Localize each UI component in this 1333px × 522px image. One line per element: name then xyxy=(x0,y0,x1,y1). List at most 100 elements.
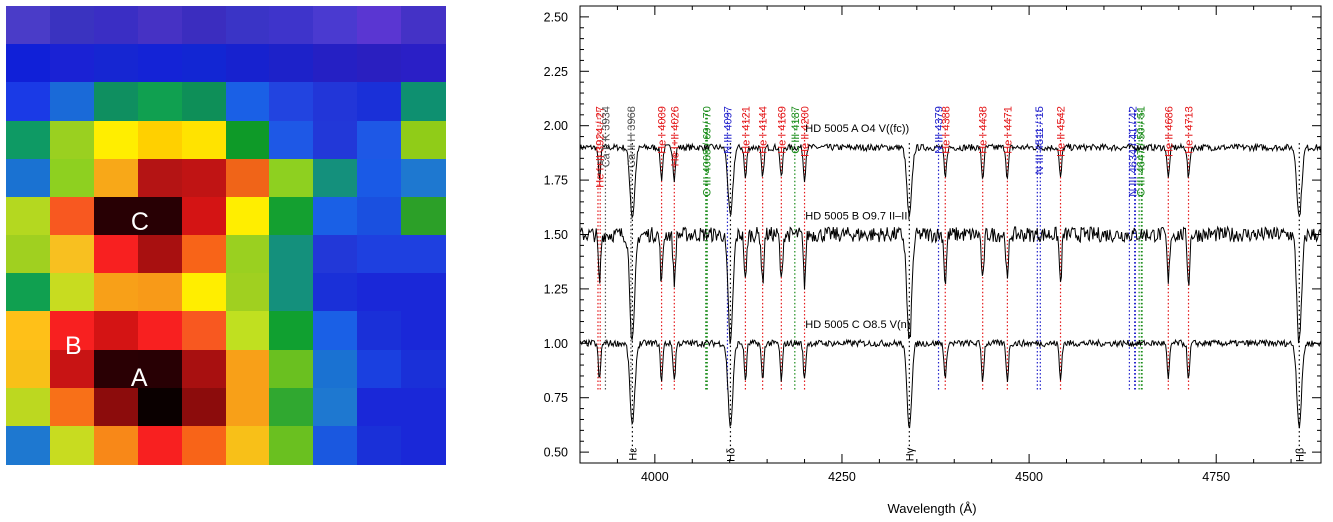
image-pixel xyxy=(225,387,271,427)
image-pixel xyxy=(93,311,139,351)
image-pixel xyxy=(49,44,95,84)
line-id-label: N III 4379 xyxy=(934,106,946,154)
image-pixel xyxy=(357,196,403,236)
image-pixel xyxy=(93,158,139,198)
image-pixel xyxy=(269,6,315,45)
image-pixel xyxy=(313,273,359,313)
image-pixel xyxy=(6,6,51,45)
image-pixel xyxy=(269,196,315,236)
image-pixel xyxy=(93,425,139,465)
image-pixel xyxy=(181,6,227,45)
image-pixel xyxy=(6,158,51,198)
image-pixel xyxy=(313,6,359,45)
y-tick-label: 1.25 xyxy=(544,282,568,296)
image-pixel xyxy=(357,273,403,313)
image-pixel xyxy=(6,120,51,160)
image-pixel xyxy=(181,82,227,122)
image-pixel xyxy=(313,349,359,389)
x-tick-label: 4000 xyxy=(641,470,669,484)
line-id-label: He I 4713 xyxy=(1184,106,1196,154)
image-pixel xyxy=(49,158,95,198)
star-label-a: A xyxy=(130,364,148,393)
image-pixel xyxy=(137,235,183,274)
image-pixel xyxy=(6,82,51,122)
image-pixel xyxy=(269,44,315,84)
image-pixel xyxy=(313,235,359,274)
image-pixel xyxy=(6,196,51,236)
balmer-label: Hβ xyxy=(1294,448,1306,462)
image-pixel xyxy=(225,82,271,122)
line-id-label: He I+II 3924 / 27 xyxy=(594,106,606,188)
image-pixel xyxy=(269,349,315,389)
image-pixel xyxy=(49,196,95,236)
image-pixel xyxy=(357,158,403,198)
image-pixel xyxy=(357,120,403,160)
line-id-label: He I 4009 xyxy=(657,106,669,154)
line-id-label: He II 4200 xyxy=(800,106,812,157)
image-pixel xyxy=(225,235,271,274)
line-id-label: He I+II 4026 xyxy=(669,106,681,166)
image-pixel xyxy=(137,6,183,45)
line-id-label: N III 4511 / 15 xyxy=(1034,106,1046,174)
spectrum-name: HD 5005 C O8.5 V(n) xyxy=(805,319,910,331)
image-pixel xyxy=(269,82,315,122)
image-pixel xyxy=(181,196,227,236)
image-pixel xyxy=(49,120,95,160)
image-pixel xyxy=(93,82,139,122)
image-pixel xyxy=(6,44,51,84)
image-pixel xyxy=(269,311,315,351)
image-pixel xyxy=(49,6,95,45)
image-pixel xyxy=(401,273,447,313)
image-pixel xyxy=(137,120,183,160)
image-pixel xyxy=(401,349,447,389)
line-id-label: Ca II H 3968 xyxy=(626,106,638,168)
image-pixel xyxy=(401,120,447,160)
spectrum-name: HD 5005 A O4 V((fc)) xyxy=(805,123,909,135)
line-id-label: C III 4068 / 69 / 70 xyxy=(701,106,713,197)
image-pixel xyxy=(357,387,403,427)
line-id-label: He I 4471 xyxy=(1002,106,1014,154)
image-pixel xyxy=(181,387,227,427)
axis-ticks: 4000 4250 4500 4750 0.50 0.75 1.00 1.25 1.50 1.75… xyxy=(544,5,1321,484)
image-pixel xyxy=(225,349,271,389)
image-pixel xyxy=(225,196,271,236)
image-pixel xyxy=(269,120,315,160)
image-pixel xyxy=(137,425,183,465)
image-pixel xyxy=(401,235,447,274)
image-pixel xyxy=(49,273,95,313)
image-pixel xyxy=(137,44,183,84)
image-pixel xyxy=(269,387,315,427)
image-pixel xyxy=(93,349,139,389)
image-pixel xyxy=(313,44,359,84)
line-id-label: He II 4686 xyxy=(1163,106,1175,157)
image-pixel xyxy=(181,311,227,351)
image-pixel xyxy=(401,158,447,198)
image-pixel xyxy=(357,311,403,351)
image-pixel xyxy=(269,235,315,274)
image-pixel xyxy=(225,44,271,84)
image-pixel xyxy=(357,82,403,122)
image-pixel xyxy=(181,120,227,160)
image-pixel xyxy=(6,387,51,427)
image-pixel xyxy=(49,349,95,389)
image-pixel xyxy=(137,387,183,427)
image-pixel xyxy=(225,273,271,313)
image-pixel xyxy=(225,311,271,351)
image-pixel xyxy=(6,349,51,389)
image-pixel xyxy=(401,44,447,84)
line-id-label: C III 4647 / 50 / 51 xyxy=(1136,106,1148,197)
y-tick-label: 2.50 xyxy=(544,10,568,24)
image-pixel xyxy=(401,6,447,45)
line-id-label: He I 4438 xyxy=(978,106,990,154)
y-tick-label: 1.50 xyxy=(544,228,568,242)
line-id-label: He II 4542 xyxy=(1056,106,1068,157)
image-pixel xyxy=(401,387,447,427)
image-pixel xyxy=(357,349,403,389)
y-tick-label: 2.00 xyxy=(544,119,568,133)
image-pixel xyxy=(49,235,95,274)
image-pixel xyxy=(313,387,359,427)
image-pixel xyxy=(93,273,139,313)
image-pixel xyxy=(269,425,315,465)
